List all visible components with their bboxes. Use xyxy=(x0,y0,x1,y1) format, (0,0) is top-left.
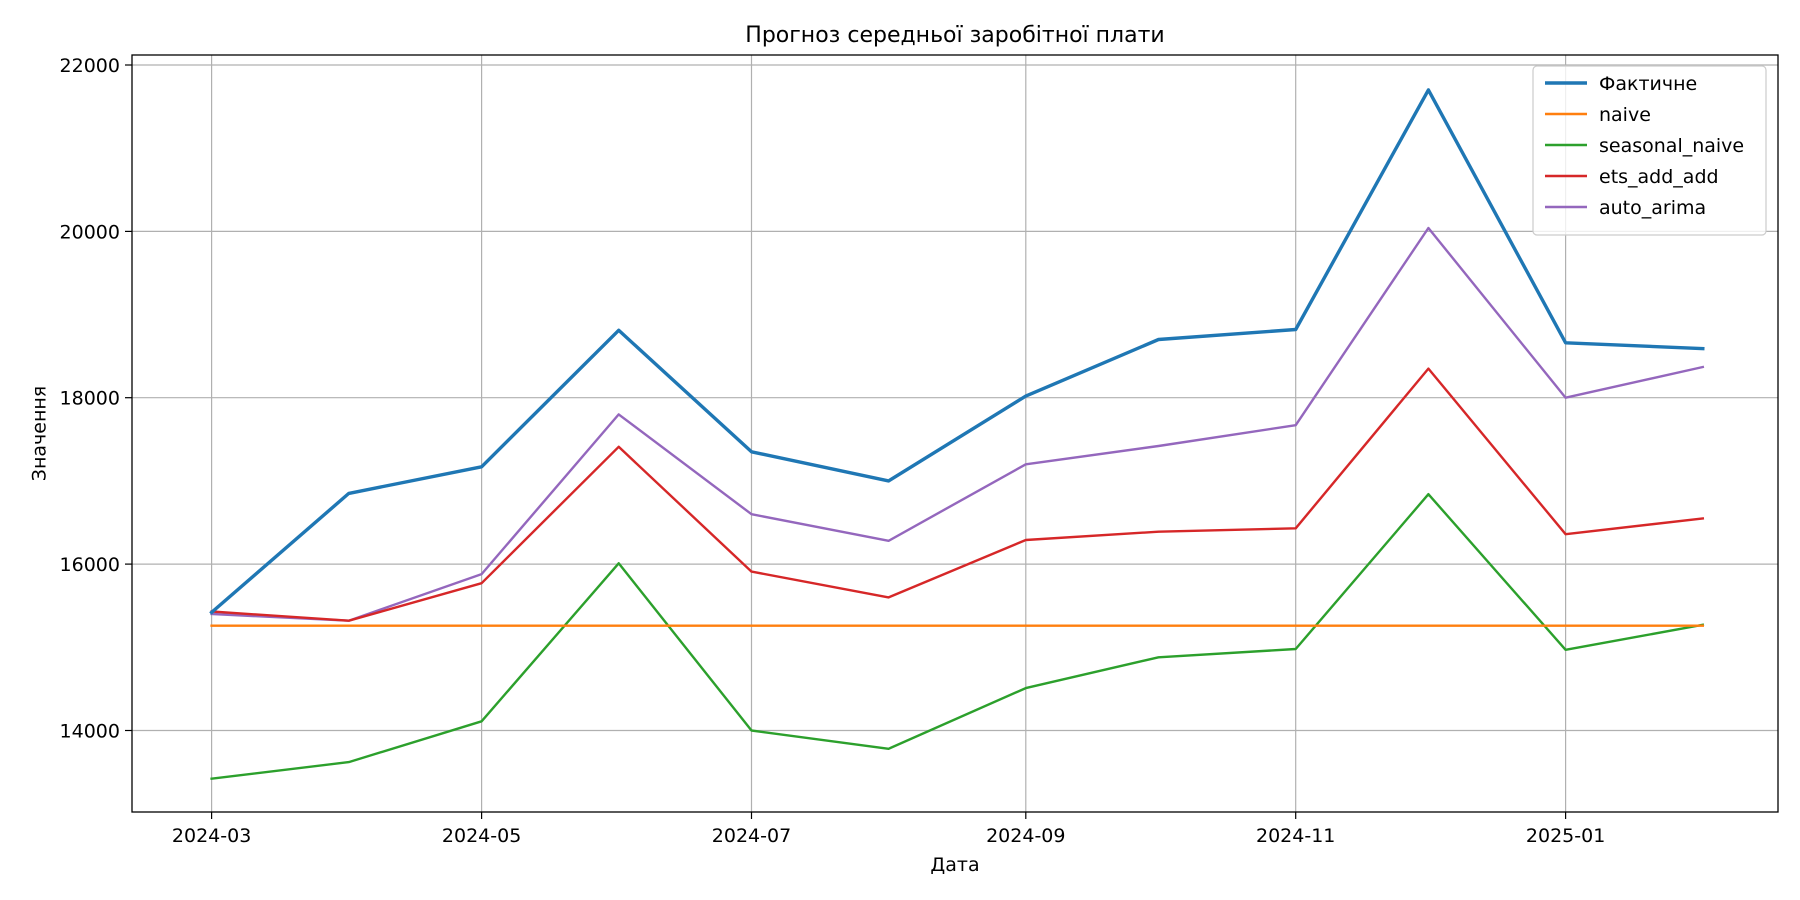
x-tick-label: 2024-09 xyxy=(986,825,1065,847)
x-tick-label: 2024-07 xyxy=(712,825,791,847)
legend-label-naive: naive xyxy=(1599,104,1651,126)
series-line-actual xyxy=(209,88,1705,615)
legend-label-ets-add-add: ets_add_add xyxy=(1599,166,1719,188)
x-tick-label: 2024-11 xyxy=(1256,825,1335,847)
chart-title: Прогноз середньої заробітної плати xyxy=(745,23,1164,48)
y-tick-label: 22000 xyxy=(60,55,120,77)
y-tick-label: 18000 xyxy=(60,388,120,410)
y-tick-label: 20000 xyxy=(60,221,120,243)
x-tick-label: 2024-03 xyxy=(172,825,251,847)
y-tick-label: 14000 xyxy=(60,721,120,743)
legend-label-auto-arima: auto_arima xyxy=(1599,197,1706,219)
x-axis-label: Дата xyxy=(930,854,979,876)
series-line-auto-arima xyxy=(210,226,1705,622)
y-tick-label: 16000 xyxy=(60,554,120,576)
series-line-ets-add-add xyxy=(210,367,1705,622)
legend-label-seasonal-naive: seasonal_naive xyxy=(1599,135,1744,157)
series-lines xyxy=(209,88,1705,781)
x-tick-label: 2024-05 xyxy=(442,825,521,847)
plot-frame xyxy=(131,54,1779,813)
axis-ticks: 2024-03 2024-05 2024-07 2024-09 2024-11 2025-… xyxy=(60,55,1606,847)
series-line-seasonal-naive xyxy=(210,493,1705,781)
legend-box xyxy=(1532,65,1767,236)
x-tick-label: 2025-01 xyxy=(1526,825,1605,847)
legend: Фактичне naive seasonal_naive ets_add_addau… xyxy=(1532,65,1767,236)
y-axis-label: Значення xyxy=(29,386,51,481)
legend-label-actual: Фактичне xyxy=(1599,73,1697,95)
